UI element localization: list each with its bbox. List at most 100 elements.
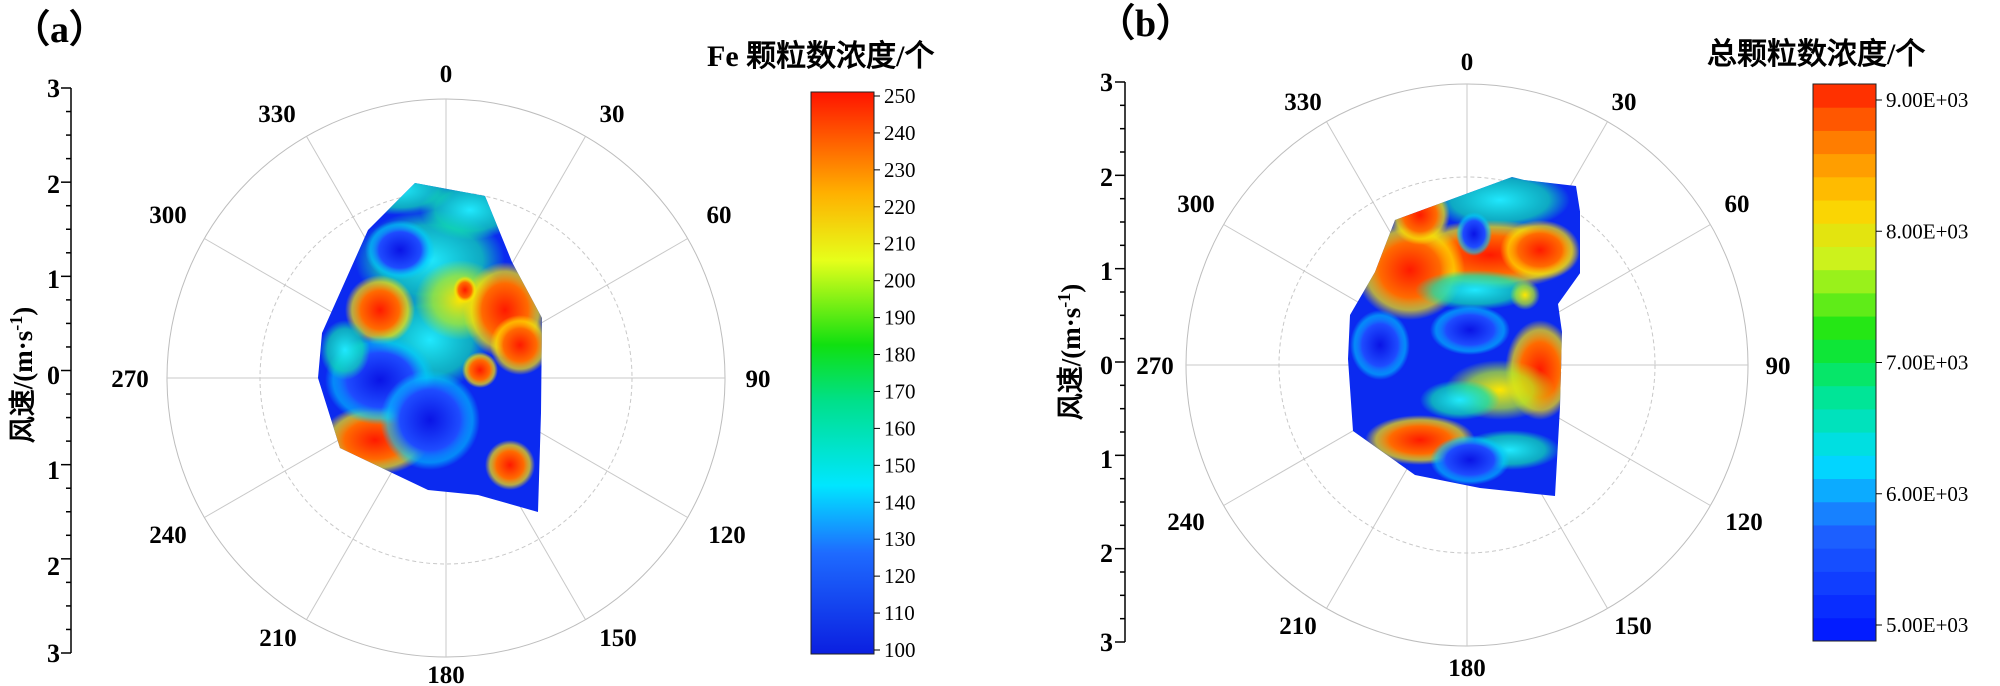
angle-label: 270 xyxy=(111,366,149,393)
colorbar-tick-label: 200 xyxy=(884,269,916,293)
panel-b-colorbar xyxy=(1813,84,1876,642)
panel-b-contour-surface xyxy=(1348,177,1580,496)
panel-b-angle-labels: 0 30 60 90 120 150 180 210 240 270 300 3… xyxy=(1136,49,1790,682)
colorbar-tick-label: 230 xyxy=(884,158,916,182)
panel-a-axis-title: 风速/(m·s-1) xyxy=(6,307,38,444)
angle-label: 0 xyxy=(440,61,453,88)
colorbar-tick-label: 210 xyxy=(884,232,916,256)
angle-label: 240 xyxy=(1167,509,1205,536)
colorbar-band xyxy=(1813,594,1876,619)
colorbar-tick-label: 180 xyxy=(884,343,916,367)
colorbar-band xyxy=(1813,524,1876,549)
panel-b-axis-title: 风速/(m·s-1) xyxy=(1054,284,1086,421)
colorbar-band xyxy=(1813,107,1876,131)
colorbar-band xyxy=(1813,501,1876,526)
angle-label: 30 xyxy=(600,101,625,128)
colorbar-tick-label: 220 xyxy=(884,195,916,219)
colorbar-tick-label: 140 xyxy=(884,490,916,514)
panel-a-colorbar-ticks: 250 240 230 220 210 200 190 180 170 160 150 140 130 1… xyxy=(874,84,916,662)
panel-b: （b） 3 2 1 0 1 2 3 风速/(m·s-1) xyxy=(1054,3,1968,682)
angle-label: 0 xyxy=(1461,49,1474,76)
colorbar-tick-label: 250 xyxy=(884,84,916,108)
angle-label: 210 xyxy=(259,625,297,652)
colorbar-band xyxy=(1813,385,1876,410)
colorbar-tick-label: 120 xyxy=(884,564,916,588)
colorbar-band xyxy=(1813,223,1876,247)
angle-label: 180 xyxy=(427,662,465,686)
radial-tick-label: 1 xyxy=(47,265,60,294)
colorbar-tick-label: 9.00E+03 xyxy=(1886,88,1968,112)
colorbar-band xyxy=(1813,292,1876,317)
colorbar-band xyxy=(1813,548,1876,572)
colorbar-band xyxy=(1813,176,1876,201)
radial-tick-label: 2 xyxy=(1100,163,1113,192)
colorbar-band xyxy=(1813,478,1876,503)
panel-a-label: （a） xyxy=(12,9,107,51)
colorbar-band xyxy=(1813,432,1876,456)
radial-tick-label: 2 xyxy=(47,170,60,199)
panel-a-colorbar-title: Fe 颗粒数浓度/个 xyxy=(707,39,935,73)
colorbar-band xyxy=(1813,617,1876,642)
colorbar-band xyxy=(1813,84,1876,108)
colorbar-tick-label: 190 xyxy=(884,306,916,330)
angle-label: 60 xyxy=(707,202,732,229)
panel-a-angle-labels: 0 30 60 90 120 150 180 210 240 270 300 3… xyxy=(111,61,770,686)
colorbar-band xyxy=(1813,153,1876,178)
angle-label: 180 xyxy=(1448,655,1486,682)
colorbar-tick-label: 7.00E+03 xyxy=(1886,351,1968,375)
angle-label: 300 xyxy=(149,202,187,229)
angle-label: 270 xyxy=(1136,353,1174,380)
panel-b-label: （b） xyxy=(1097,3,1194,45)
angle-label: 90 xyxy=(746,366,771,393)
angle-label: 330 xyxy=(258,101,296,128)
panel-b-colorbar-title: 总颗粒数浓度/个 xyxy=(1707,37,1926,71)
radial-tick-label: 3 xyxy=(47,639,60,668)
radial-tick-label: 3 xyxy=(1100,68,1113,97)
radial-tick-label: 1 xyxy=(1100,257,1113,286)
radial-tick-label: 1 xyxy=(47,456,60,485)
colorbar-band xyxy=(1813,362,1876,387)
colorbar-tick-label: 6.00E+03 xyxy=(1886,482,1968,506)
angle-label: 150 xyxy=(1614,613,1652,640)
radial-tick-label: 2 xyxy=(47,552,60,581)
panel-a-radial-axis xyxy=(61,87,72,654)
panel-a-radial-tick-labels: 3 2 1 0 1 2 3 xyxy=(47,74,60,668)
radial-tick-label: 1 xyxy=(1100,445,1113,474)
colorbar-tick-label: 170 xyxy=(884,379,916,403)
angle-label: 300 xyxy=(1177,191,1215,218)
panel-a: （a） 3 2 1 0 1 2 3 风速/(m·s-1) xyxy=(6,9,935,686)
radial-tick-label: 3 xyxy=(1100,628,1113,657)
radial-tick-label: 3 xyxy=(47,74,60,103)
panel-b-colorbar-ticks: 9.00E+03 8.00E+03 7.00E+03 6.00E+03 5.00E+03 xyxy=(1876,88,1968,637)
colorbar-tick-label: 240 xyxy=(884,121,916,145)
angle-label: 30 xyxy=(1612,89,1637,116)
angle-label: 150 xyxy=(599,625,637,652)
angle-label: 240 xyxy=(149,522,187,549)
panel-b-radial-axis xyxy=(1115,81,1126,643)
colorbar-tick-label: 8.00E+03 xyxy=(1886,219,1968,243)
radial-tick-label: 0 xyxy=(47,361,60,390)
panel-a-contour-surface xyxy=(318,183,542,512)
panel-a-colorbar xyxy=(810,91,875,655)
colorbar-band xyxy=(1813,316,1876,340)
angle-label: 120 xyxy=(708,522,746,549)
angle-label: 90 xyxy=(1766,353,1791,380)
colorbar-band xyxy=(1813,130,1876,155)
colorbar-tick-label: 5.00E+03 xyxy=(1886,613,1968,637)
colorbar-tick-label: 160 xyxy=(884,416,916,440)
colorbar-band xyxy=(1813,571,1876,596)
panel-b-radial-tick-labels: 3 2 1 0 1 2 3 xyxy=(1100,68,1113,657)
colorbar-tick-label: 150 xyxy=(884,453,916,477)
colorbar-band xyxy=(1813,200,1876,224)
angle-label: 210 xyxy=(1279,613,1317,640)
angle-label: 330 xyxy=(1284,89,1322,116)
colorbar-tick-label: 130 xyxy=(884,527,916,551)
colorbar-band xyxy=(1813,269,1876,294)
colorbar-tick-label: 100 xyxy=(884,638,916,662)
angle-label: 60 xyxy=(1725,191,1750,218)
colorbar-band xyxy=(1813,339,1876,363)
colorbar-band xyxy=(1813,408,1876,433)
colorbar-band xyxy=(1813,455,1876,480)
colorbar-band xyxy=(1813,246,1876,271)
